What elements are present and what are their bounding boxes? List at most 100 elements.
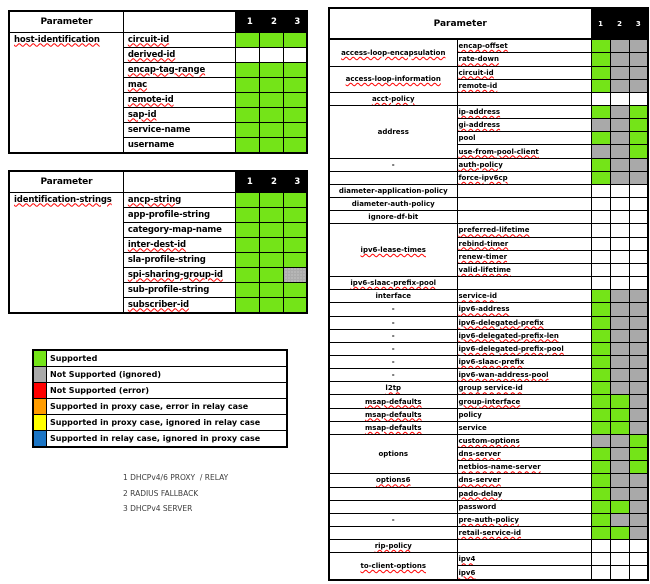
sub-parameter-label: ipv6-slaac-prefix	[456, 354, 592, 370]
status-cell	[259, 121, 285, 138]
status-cell	[259, 46, 285, 63]
status-cell	[609, 368, 630, 383]
parameter-group-label: -	[328, 157, 458, 172]
sub-parameter-label-text: ancp-string	[127, 194, 182, 205]
status-cell	[628, 315, 649, 330]
sub-parameter-label: password	[456, 499, 592, 514]
status-cell	[283, 191, 308, 208]
status-cell	[283, 106, 308, 123]
parameter-group-label-text: -	[391, 305, 395, 314]
status-cell	[628, 236, 649, 251]
legend-label-text: Not Supported (error)	[50, 386, 149, 395]
table-row: rebind-timer	[329, 236, 649, 251]
status-cell	[628, 78, 649, 93]
status-cell	[590, 539, 611, 554]
blank-header-cell	[122, 170, 237, 193]
status-cell	[283, 281, 308, 298]
status-cell	[590, 289, 611, 304]
sub-parameter-label: inter-dest-id	[122, 236, 237, 253]
column-header-3: 3	[283, 10, 308, 33]
status-cell	[283, 136, 308, 153]
table-row: renew-timer	[329, 249, 649, 264]
table-row: ipv6-slaac-prefix-pool	[328, 276, 649, 291]
sub-parameter-label: dns-server	[456, 473, 592, 488]
status-cell	[259, 281, 285, 298]
table-row: acct-policy	[328, 91, 649, 107]
parameter-group-label-text: ipv6-slaac-prefix-pool	[350, 279, 437, 288]
status-cell	[283, 91, 308, 108]
legend-label-text: Not Supported (ignored)	[50, 370, 161, 379]
sub-parameter-label	[456, 539, 592, 554]
legend-label-text: Supported in proxy case, error in relay …	[50, 402, 249, 411]
status-cell	[590, 328, 611, 343]
sub-parameter-label: renew-timer	[456, 249, 592, 264]
parameter-group-label: access-loop-encapsulation	[328, 38, 458, 67]
status-cell	[590, 473, 611, 488]
sub-parameter-label: use-from-pool-client	[456, 144, 592, 159]
table-row: service-name	[9, 121, 308, 138]
note-line: 1 DHCPv4/6 PROXY / RELAY	[123, 473, 229, 482]
status-cell	[590, 368, 611, 383]
status-cell	[235, 136, 261, 153]
table-row: diameter-application-policy	[328, 183, 649, 199]
status-cell	[628, 223, 649, 238]
parameter-group-label: l2tp	[328, 381, 458, 396]
status-cell	[609, 276, 630, 291]
sub-parameter-label: ipv6-wan-address-pool	[456, 368, 592, 383]
sub-parameter-label-text: mac	[127, 79, 148, 90]
status-cell	[283, 31, 308, 48]
sub-parameter-label: valid-lifetime	[456, 262, 592, 278]
sub-parameter-label-text: dns-server	[458, 450, 501, 459]
legend-color-swatch	[32, 398, 47, 415]
sub-parameter-label: sub-profile-string	[122, 281, 237, 298]
parameter-group-label: rip-policy	[328, 539, 458, 554]
sub-parameter-label-text: password	[458, 502, 497, 511]
sub-parameter-label-text: derived-id	[127, 49, 176, 60]
table-row: msap-defaults group-interface	[328, 394, 649, 409]
sub-parameter-label	[456, 197, 592, 212]
status-cell	[590, 499, 611, 514]
status-cell	[235, 236, 261, 253]
parameter-header-text: Parameter	[40, 16, 93, 27]
sub-parameter-label-text: encap-tag-range	[127, 64, 206, 75]
sub-parameter-label-text: ipv6	[458, 568, 476, 577]
column-header-2: 2	[609, 7, 630, 40]
status-cell	[628, 170, 649, 185]
status-cell	[259, 91, 285, 108]
sub-parameter-label-text: ipv6-delegated-prefix-len	[458, 331, 559, 340]
parameter-group-label: -	[328, 328, 458, 343]
sub-parameter-label-text: auth-policy	[458, 160, 503, 169]
sub-parameter-label: retail-service-id	[456, 525, 592, 541]
sub-parameter-label: service-name	[122, 121, 237, 138]
sub-parameter-label: auth-policy	[456, 157, 592, 172]
status-cell	[259, 236, 285, 253]
status-cell	[590, 460, 611, 475]
column-header-2-text: 2	[270, 176, 277, 187]
status-cell	[259, 191, 285, 208]
status-cell	[628, 52, 649, 67]
sub-parameter-label-text: remote-id	[458, 81, 498, 90]
status-cell	[235, 31, 261, 48]
parameter-group-label: diameter-auth-policy	[328, 197, 458, 212]
status-cell	[590, 118, 611, 133]
sub-parameter-label-text: policy	[458, 410, 482, 419]
table-row: sub-profile-string	[9, 281, 308, 298]
table-row: msap-defaults policy	[328, 407, 649, 422]
status-cell	[628, 473, 649, 488]
table-row: diameter-auth-policy	[328, 197, 649, 212]
status-cell	[235, 251, 261, 268]
parameter-group-label-text: -	[391, 515, 395, 524]
parameter-group-label: -	[328, 302, 458, 317]
host-identification-table: Parameter 1 2 3 host-identification circuit-i…	[8, 10, 308, 154]
table-row: options6 dns-server	[328, 473, 649, 488]
status-cell	[609, 460, 630, 475]
parameter-group-label-text: -	[391, 358, 395, 367]
parameter-group-label-text: diameter-application-policy	[338, 187, 448, 196]
table-row: use-from-pool-client	[329, 144, 649, 159]
sub-parameter-label-text: group-interface	[458, 397, 521, 406]
table-row: rip-policy	[328, 539, 649, 554]
parameter-group-label-text: -	[391, 318, 395, 327]
status-cell	[628, 552, 649, 567]
sub-parameter-label-text: sap-id	[127, 109, 157, 120]
sub-parameter-label-text: valid-lifetime	[458, 265, 511, 274]
